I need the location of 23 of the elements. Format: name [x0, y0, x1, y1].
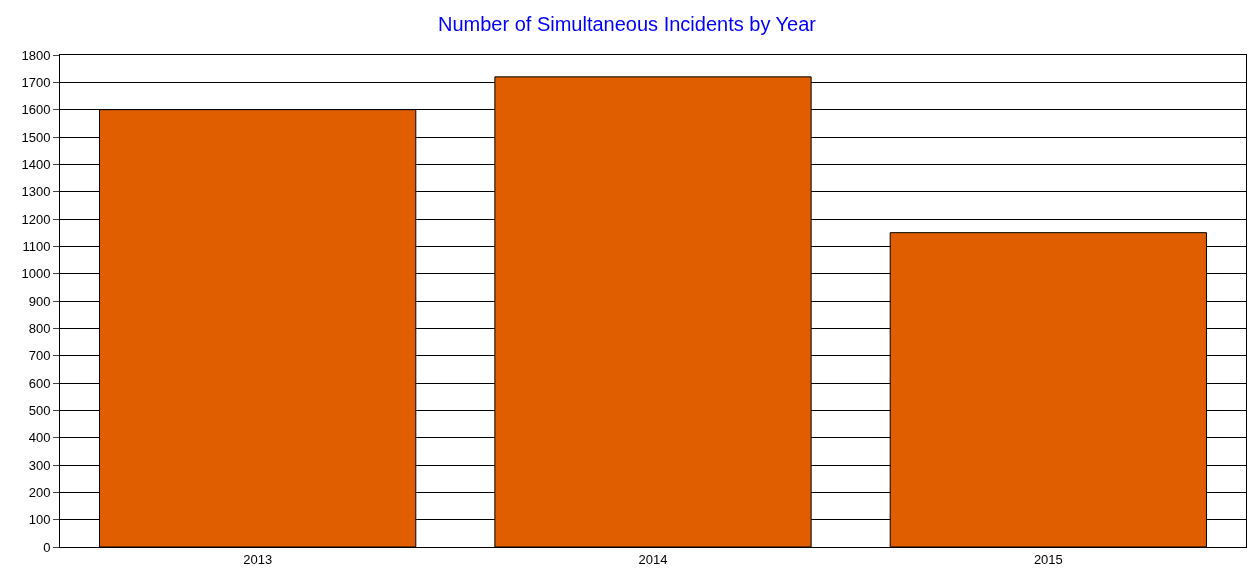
y-tick-label: 800 — [28, 320, 51, 336]
chart-title: Number of Simultaneous Incidents by Year — [438, 13, 817, 36]
y-tick-label: 1100 — [22, 238, 51, 254]
y-tick-label: 0 — [43, 539, 51, 555]
y-tick-label: 1700 — [21, 74, 51, 90]
y-tick-label: 1200 — [21, 211, 51, 227]
y-tick-label: 300 — [28, 457, 51, 473]
y-tick-label: 1500 — [21, 129, 51, 145]
y-tick-label: 1600 — [21, 102, 51, 118]
y-tick-label: 900 — [28, 293, 51, 309]
y-tick-label: 400 — [28, 430, 51, 446]
x-tick-label: 2013 — [243, 551, 273, 567]
y-tick-label: 1300 — [21, 184, 51, 200]
y-tick-label: 1800 — [21, 47, 51, 63]
y-tick-label: 600 — [28, 375, 51, 391]
y-tick-label: 100 — [28, 512, 51, 528]
x-tick-label: 2014 — [638, 551, 668, 567]
x-tick-label: 2015 — [1033, 551, 1063, 567]
y-tick-label: 200 — [28, 484, 51, 500]
y-tick-label: 500 — [28, 402, 51, 418]
y-tick-label: 1400 — [21, 156, 51, 172]
y-tick-label: 700 — [28, 348, 51, 364]
y-tick-label: 1000 — [21, 266, 51, 282]
